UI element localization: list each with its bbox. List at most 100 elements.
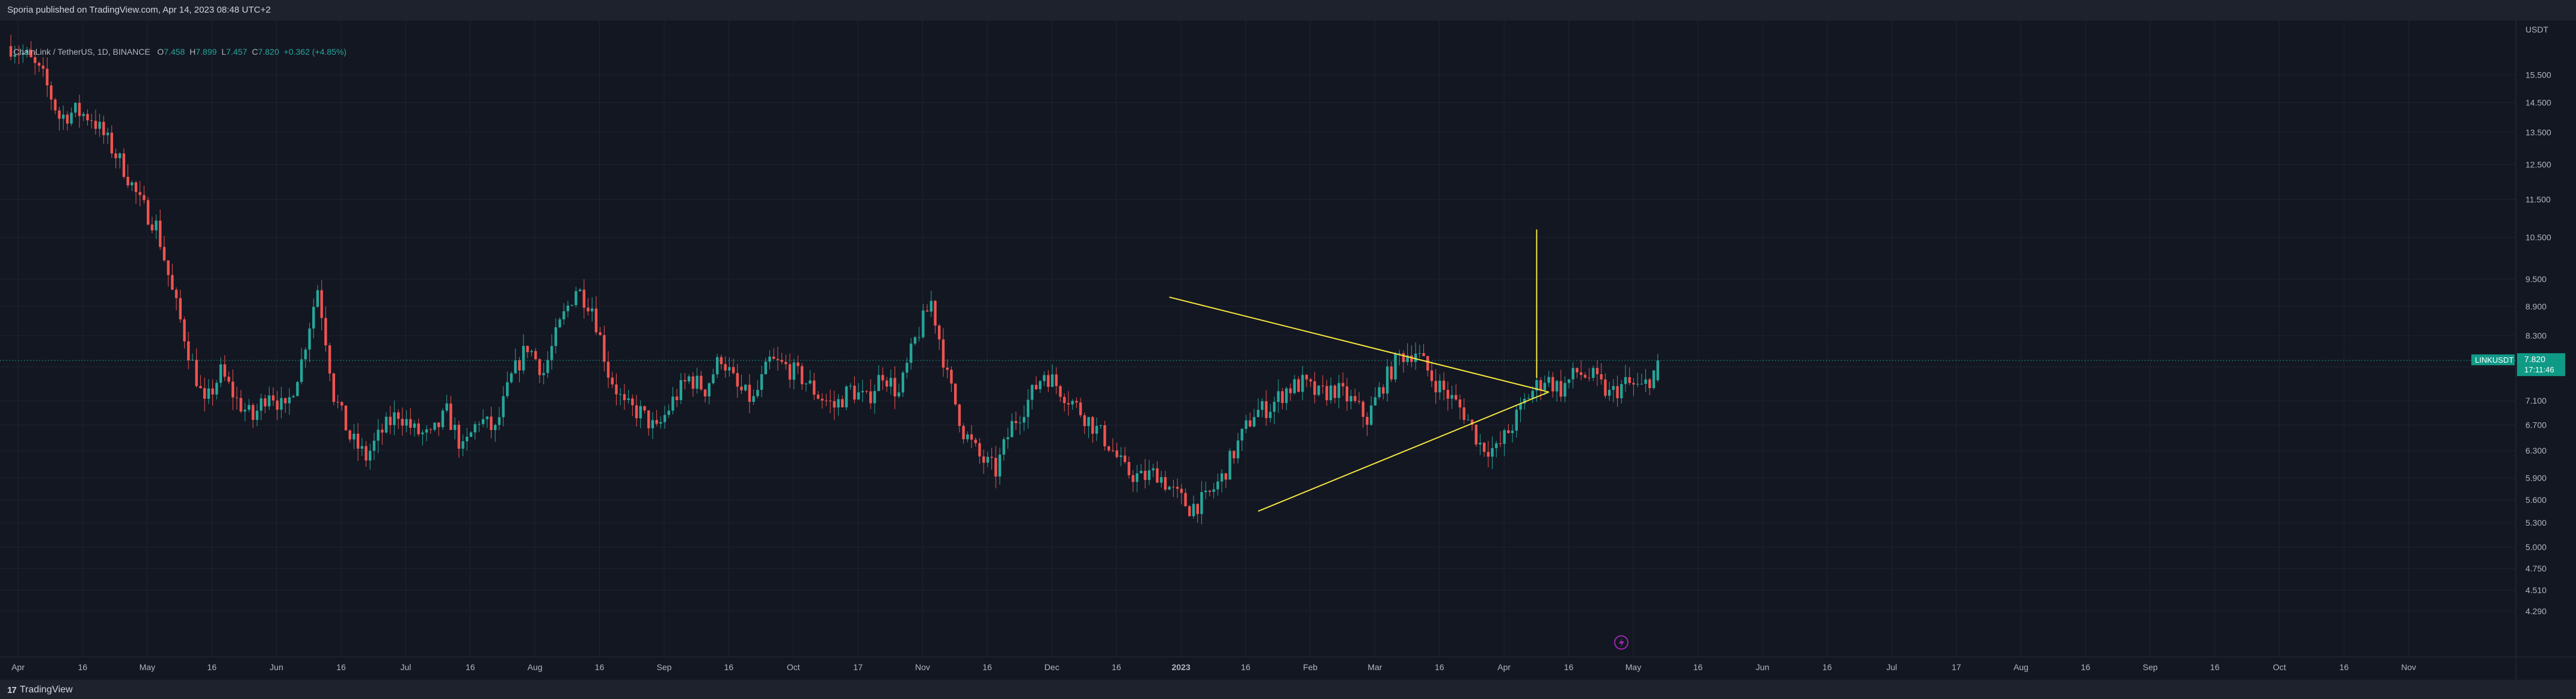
candle-body	[1204, 490, 1207, 493]
candle-body	[1523, 398, 1526, 404]
chart-area[interactable]: USDT 15.500 14.500 13.500 12.500 11.500 10.50…	[0, 20, 2576, 680]
close-label: C	[251, 47, 258, 57]
candle-body	[813, 380, 816, 395]
candle-body	[82, 114, 85, 116]
candle-body	[833, 401, 836, 408]
candle-body	[1394, 353, 1397, 380]
candle-body	[651, 420, 655, 428]
candle-body	[1559, 381, 1562, 397]
candle-body	[1349, 396, 1352, 402]
candle-body	[368, 451, 372, 461]
candle-body	[1313, 381, 1316, 395]
time-axis[interactable]: Apr 16 May 16 Jun 16 Jul 16 Aug 16 Sep 16 Oct 17 Nov 16…	[11, 662, 2416, 672]
candle-body	[695, 375, 698, 389]
time-tick-label: 16	[1822, 662, 1832, 672]
candle-body	[1378, 387, 1381, 398]
price-tick-label: 5.000	[2525, 543, 2547, 552]
candle-body	[1184, 493, 1187, 507]
candle-body	[449, 403, 452, 430]
candle-body	[34, 57, 37, 63]
candle-body	[688, 376, 691, 382]
price-axis[interactable]: USDT 15.500 14.500 13.500 12.500 11.500 10.50…	[2525, 25, 2551, 616]
candle-body	[1382, 387, 1385, 394]
candle-body	[90, 120, 93, 121]
candle-body	[1361, 401, 1365, 417]
candle-body	[280, 398, 283, 410]
candle-body	[606, 362, 610, 378]
candle-body	[837, 399, 840, 408]
candle-body	[1273, 402, 1276, 412]
candle-body	[941, 339, 945, 368]
time-tick-label: Apr	[11, 662, 25, 672]
candle-body	[114, 153, 117, 159]
candle-body	[841, 399, 844, 408]
candle-body	[797, 362, 800, 366]
candle-body	[910, 343, 913, 363]
candle-body	[1430, 370, 1434, 381]
candle-body	[1132, 475, 1135, 482]
candle-body	[1212, 489, 1215, 492]
candle-body	[211, 388, 214, 395]
candle-body	[348, 430, 351, 440]
candle-body	[396, 412, 400, 419]
time-tick-label: Oct	[787, 662, 800, 672]
time-tick-label: Dec	[1044, 662, 1059, 672]
price-chart[interactable]: USDT 15.500 14.500 13.500 12.500 11.500 10.50…	[0, 20, 2576, 680]
candle-body	[506, 382, 509, 396]
trendlines[interactable]	[1169, 229, 1549, 512]
candle-body	[365, 446, 368, 461]
candle-body	[167, 260, 170, 276]
candle-body	[1297, 379, 1300, 392]
candle-body	[683, 380, 686, 382]
candle-body	[1616, 386, 1619, 399]
candle-body	[889, 378, 892, 387]
candle-body	[171, 275, 174, 290]
candle-body	[199, 386, 202, 389]
candle-body	[183, 319, 186, 342]
candle-body	[1228, 451, 1231, 480]
time-tick-label: 16	[724, 662, 734, 672]
candle-body	[1656, 360, 1659, 381]
candle-body	[986, 457, 990, 463]
price-tick-label: 15.500	[2525, 70, 2551, 79]
candle-body	[659, 422, 662, 424]
candle-body	[1426, 356, 1429, 371]
price-tick-label: 13.500	[2525, 128, 2551, 137]
candle-body	[389, 416, 392, 425]
flash-icon[interactable]	[1614, 635, 1628, 650]
candle-body	[1253, 417, 1256, 427]
candle-body	[126, 176, 129, 186]
candle-body	[466, 436, 469, 442]
candle-body	[62, 114, 65, 119]
candle-body	[724, 364, 727, 371]
candle-body	[1071, 401, 1074, 405]
candle-body	[885, 380, 889, 387]
candle-body	[1503, 430, 1506, 444]
candle-body	[1398, 353, 1401, 354]
candle-body	[845, 386, 848, 408]
price-tick-label: 5.900	[2525, 473, 2547, 483]
candle-body	[1091, 417, 1094, 434]
currency-label: USDT	[2525, 25, 2549, 34]
tradingview-logo[interactable]: 17 TradingView	[7, 685, 73, 695]
candle-body	[1168, 487, 1171, 490]
candle-body	[962, 426, 965, 440]
price-tick-label: 6.700	[2525, 420, 2547, 430]
candle-body	[490, 416, 493, 430]
candle-body	[635, 405, 638, 419]
candle-body	[473, 424, 476, 433]
candle-body	[118, 153, 122, 159]
candle-body	[643, 406, 646, 411]
candle-body	[1442, 380, 1446, 390]
candle-body	[1370, 405, 1373, 425]
candle-body	[1576, 368, 1579, 373]
candle-body	[1551, 377, 1555, 392]
candle-body	[788, 364, 792, 380]
candle-body	[9, 46, 13, 57]
candle-body	[1265, 401, 1268, 418]
candle-body	[1224, 473, 1227, 480]
candle-body	[1462, 407, 1465, 420]
candle-body	[106, 132, 109, 135]
candle-body	[974, 439, 977, 443]
candle-body	[1050, 374, 1054, 387]
